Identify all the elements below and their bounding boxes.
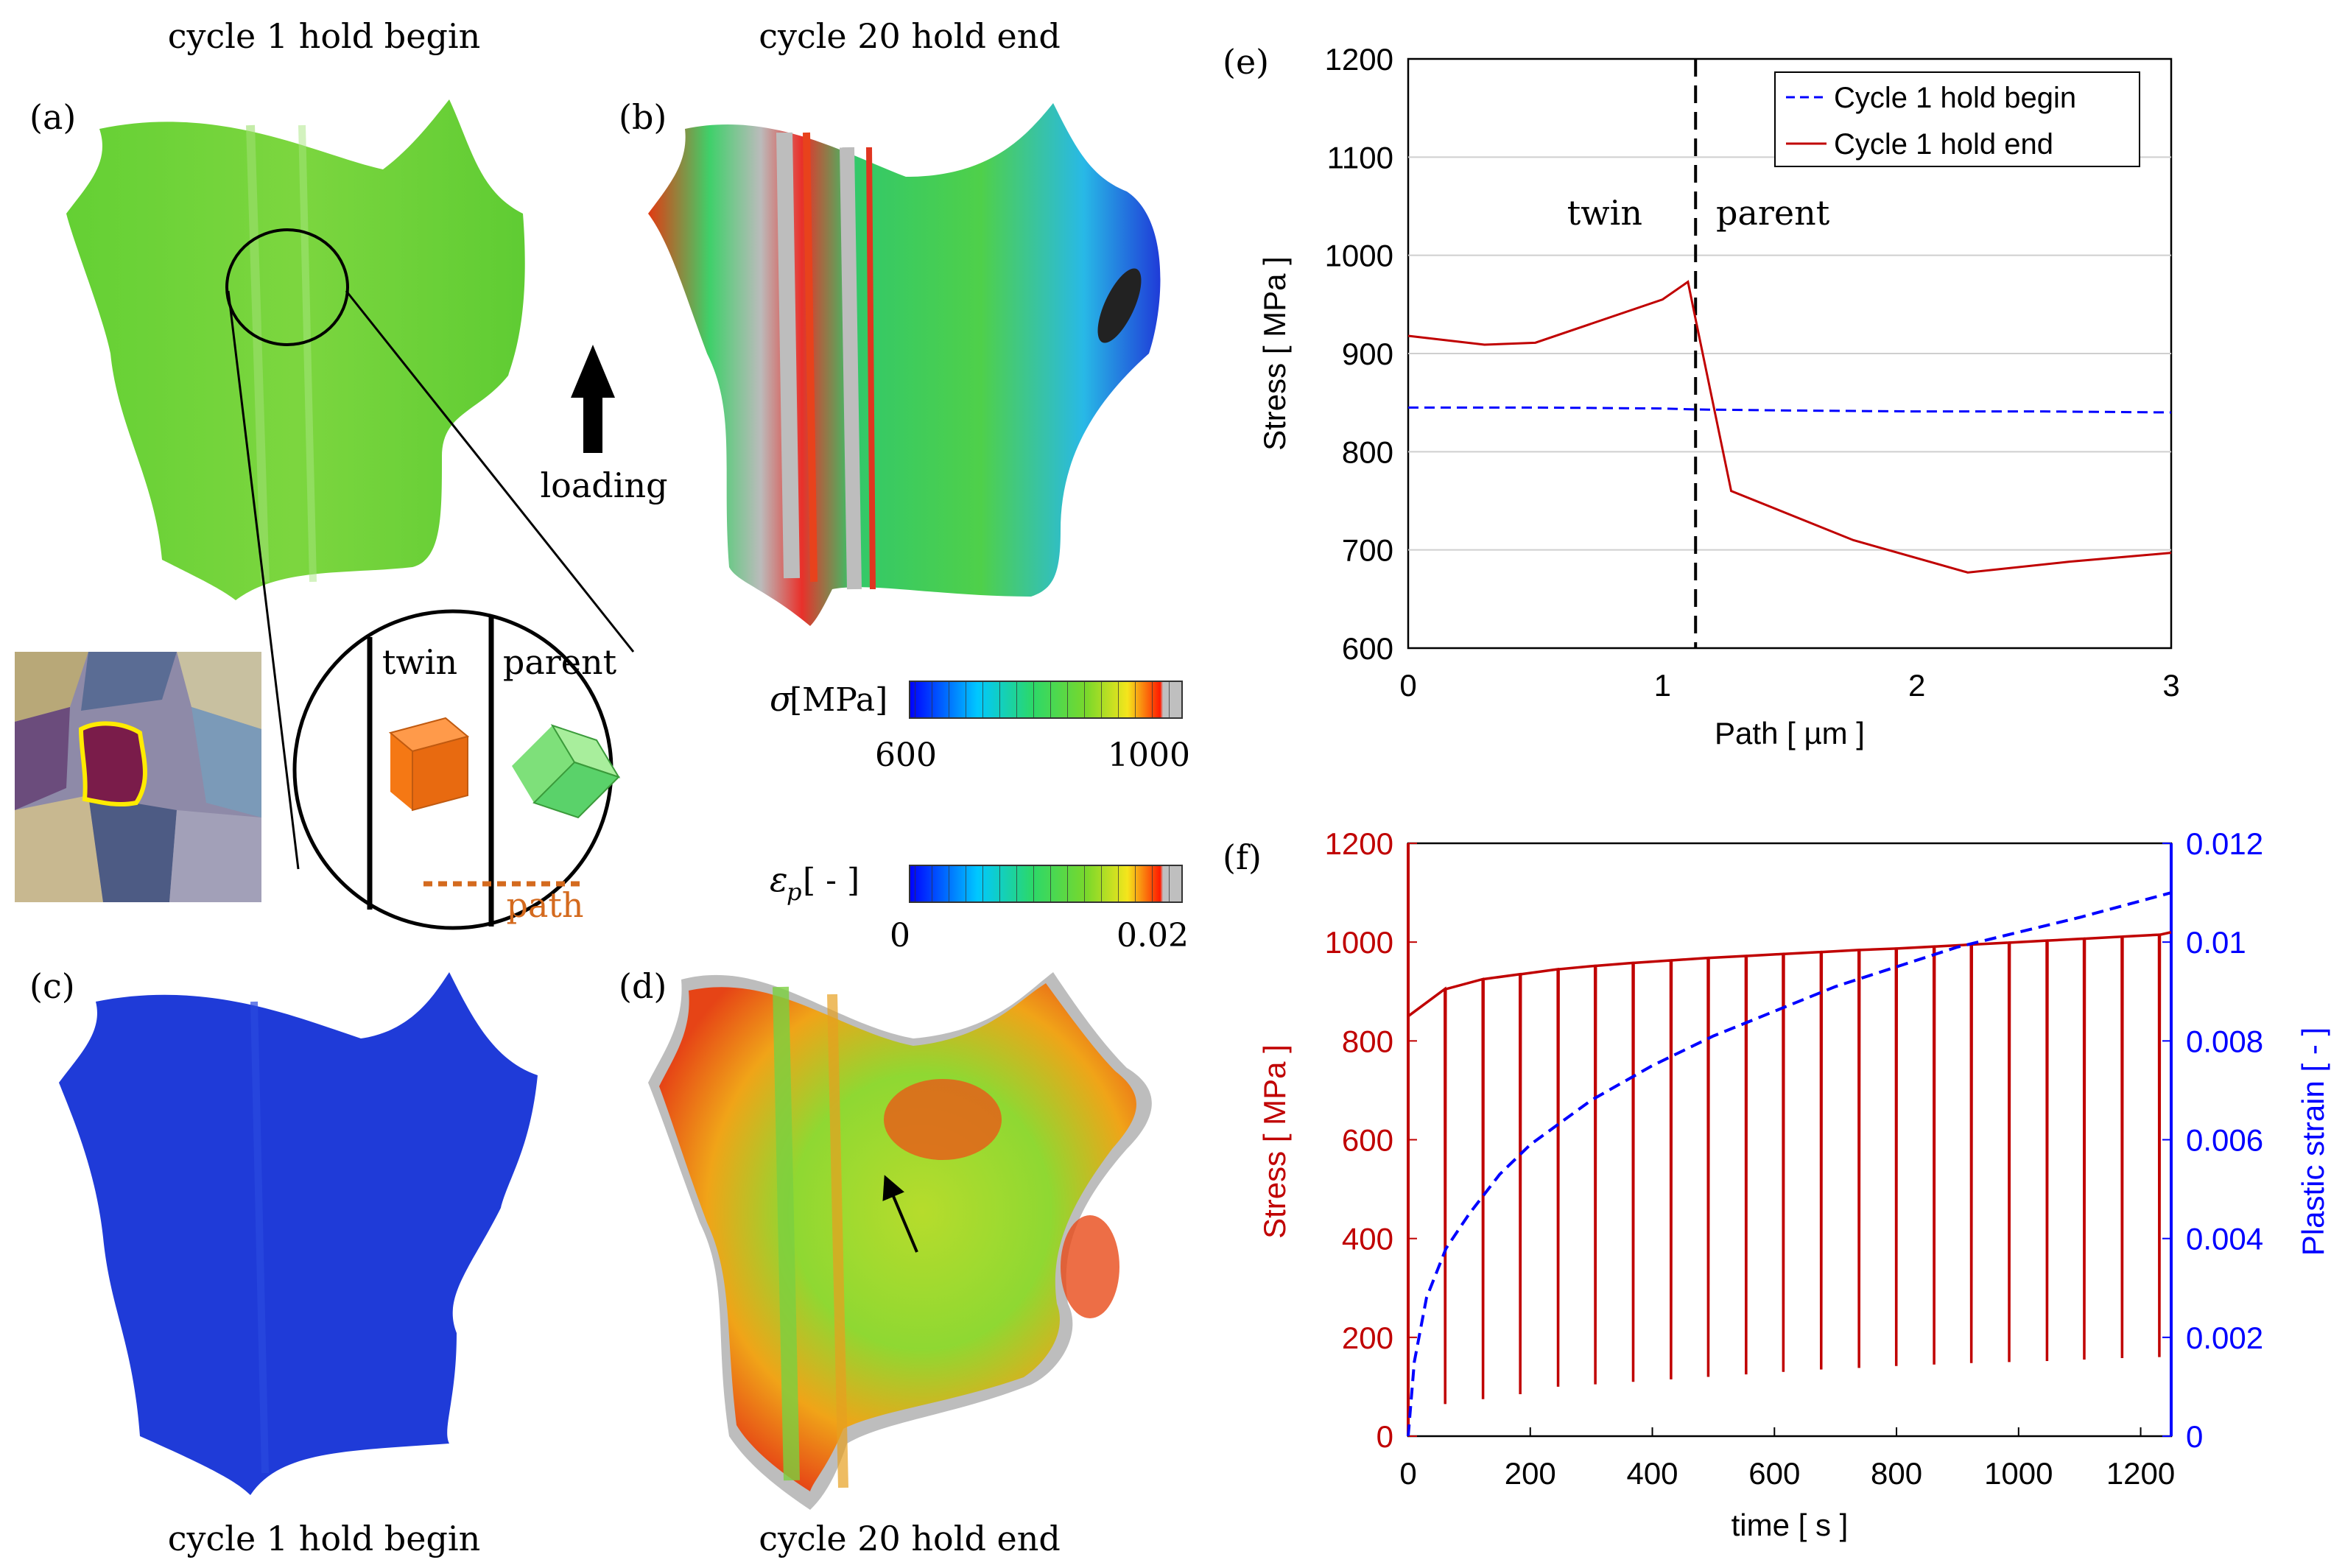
chart-f-y2label: Plastic strain [ - ] bbox=[2296, 1027, 2330, 1256]
y2-tick-label: 0.01 bbox=[2186, 925, 2246, 960]
panel-c-title: cycle 1 hold begin bbox=[168, 1519, 481, 1558]
x-tick-label: 200 bbox=[1505, 1456, 1556, 1491]
x-tick-label: 0 bbox=[1399, 1456, 1416, 1491]
panel-b-label: (b) bbox=[619, 97, 667, 137]
chart-f-y2ticks: 0 0.002 0.004 0.006 0.008 0.01 0.012 bbox=[2162, 826, 2263, 1454]
legend-item-1: Cycle 1 hold end bbox=[1834, 128, 2053, 161]
series-line-0 bbox=[1408, 406, 2172, 414]
y2-tick-label: 0.006 bbox=[2186, 1123, 2263, 1158]
chart-e: 600 700 800 900 1000 1100 1200 0 1 2 3 twin paren… bbox=[1257, 42, 2180, 750]
chart-e-twin-label: twin bbox=[1567, 193, 1642, 233]
chart-e-yticks: 600 700 800 900 1000 1100 1200 bbox=[1325, 42, 1393, 666]
y-tick-label: 400 bbox=[1342, 1222, 1393, 1256]
chart-f-ylabel: Stress [ MPa ] bbox=[1257, 1044, 1292, 1239]
chart-f-xticks: 0 200 400 600 800 1000 1200 bbox=[1399, 1427, 2175, 1491]
x-tick-label: 1000 bbox=[1984, 1456, 2053, 1491]
y-tick-label: 600 bbox=[1342, 631, 1393, 666]
y-tick-label: 700 bbox=[1342, 533, 1393, 568]
chart-e-xticks: 0 1 2 3 bbox=[1399, 668, 2179, 703]
strain-colorbar: ε p [ - ] 0 0.02 bbox=[770, 859, 1189, 954]
chart-e-ylabel: Stress [ MPa ] bbox=[1257, 256, 1292, 451]
inset-parent-label: parent bbox=[503, 642, 617, 682]
parent-orientation-cube-icon bbox=[512, 724, 621, 819]
chart-e-parent-label: parent bbox=[1716, 193, 1830, 233]
y-tick-label: 1200 bbox=[1325, 826, 1393, 861]
y-tick-label: 200 bbox=[1342, 1321, 1393, 1355]
y-tick-label: 1000 bbox=[1325, 925, 1393, 960]
loading-arrow-icon bbox=[571, 345, 615, 453]
x-tick-label: 800 bbox=[1871, 1456, 1922, 1491]
x-tick-label: 2 bbox=[1908, 668, 1925, 703]
zoom-line-right bbox=[345, 290, 635, 653]
panel-b-title: cycle 20 hold end bbox=[759, 16, 1061, 56]
zoom-circle bbox=[225, 228, 349, 346]
y-tick-label: 0 bbox=[1377, 1419, 1393, 1454]
chart-f-yticks: 0 200 400 600 800 1000 1200 bbox=[1325, 826, 1417, 1454]
chart-e-lines bbox=[1407, 59, 2172, 648]
y2-tick-label: 0.012 bbox=[2186, 826, 2263, 861]
strain-max: 0.02 bbox=[1117, 917, 1189, 954]
stress-colorbar: σ [MPa] 600 1000 bbox=[770, 679, 1190, 774]
panel-c-label: (c) bbox=[29, 966, 75, 1006]
x-tick-label: 0 bbox=[1399, 668, 1416, 703]
y-tick-label: 1000 bbox=[1325, 239, 1393, 273]
stress-unit: [MPa] bbox=[790, 681, 887, 719]
chart-e-legend: Cycle 1 hold begin Cycle 1 hold end bbox=[1774, 71, 2140, 167]
y2-tick-label: 0.004 bbox=[2186, 1222, 2263, 1256]
y-tick-label: 600 bbox=[1342, 1123, 1393, 1158]
y2-tick-label: 0.002 bbox=[2186, 1321, 2263, 1355]
x-tick-label: 1 bbox=[1654, 668, 1671, 703]
chart-f-lines bbox=[1407, 843, 2173, 1437]
grain-field-b bbox=[648, 103, 1161, 626]
strain-sub: p bbox=[787, 878, 801, 906]
strain-min: 0 bbox=[890, 917, 910, 954]
y-tick-label: 900 bbox=[1342, 337, 1393, 371]
y-tick-label: 1200 bbox=[1325, 42, 1393, 77]
grain-field-d bbox=[648, 972, 1152, 1510]
y2-tick-label: 0.008 bbox=[2186, 1024, 2263, 1058]
panel-a-title: cycle 1 hold begin bbox=[168, 16, 481, 56]
loading-label: loading bbox=[540, 465, 667, 505]
x-tick-label: 3 bbox=[2162, 668, 2179, 703]
chart-e-xlabel: Path [ µm ] bbox=[1715, 716, 1865, 750]
legend-item-0: Cycle 1 hold begin bbox=[1834, 82, 2076, 114]
series-line-1 bbox=[1407, 280, 2172, 574]
x-tick-label: 1200 bbox=[2106, 1456, 2175, 1491]
y-tick-label: 800 bbox=[1342, 1024, 1393, 1058]
chart-f-frame bbox=[1407, 842, 2173, 1438]
strain-unit: [ - ] bbox=[803, 862, 859, 899]
panel-f-label: (f) bbox=[1223, 837, 1262, 877]
zoom-line-left bbox=[227, 290, 300, 870]
stress-symbol: σ bbox=[770, 679, 794, 719]
zoom-inset bbox=[292, 609, 621, 930]
y-tick-label: 800 bbox=[1342, 435, 1393, 469]
stress-max: 1000 bbox=[1108, 736, 1190, 774]
panel-d-title: cycle 20 hold end bbox=[759, 1519, 1061, 1558]
twin-orientation-cube-icon bbox=[388, 717, 470, 812]
stress-series-line bbox=[1407, 931, 2172, 1436]
strain-symbol: ε bbox=[770, 859, 788, 899]
panel-a-label: (a) bbox=[29, 97, 76, 137]
microstructure-image bbox=[15, 652, 261, 902]
grain-field-c bbox=[59, 972, 538, 1495]
chart-f-xlabel: time [ s ] bbox=[1731, 1508, 1849, 1542]
x-tick-label: 600 bbox=[1748, 1456, 1800, 1491]
y2-tick-label: 0 bbox=[2186, 1419, 2203, 1454]
panel-e-label: (e) bbox=[1223, 42, 1269, 82]
inset-twin-label: twin bbox=[382, 642, 457, 682]
chart-f: 0 200 400 600 800 1000 1200 0 0.002 0.004 0.006 0.… bbox=[1257, 826, 2330, 1542]
stress-min: 600 bbox=[875, 736, 937, 774]
y-tick-label: 1100 bbox=[1327, 140, 1393, 175]
grain-field-a bbox=[66, 99, 525, 600]
strain-series-line bbox=[1407, 891, 2172, 1437]
inset-path-label: path bbox=[507, 885, 584, 925]
x-tick-label: 400 bbox=[1626, 1456, 1678, 1491]
panel-d-label: (d) bbox=[619, 966, 667, 1006]
